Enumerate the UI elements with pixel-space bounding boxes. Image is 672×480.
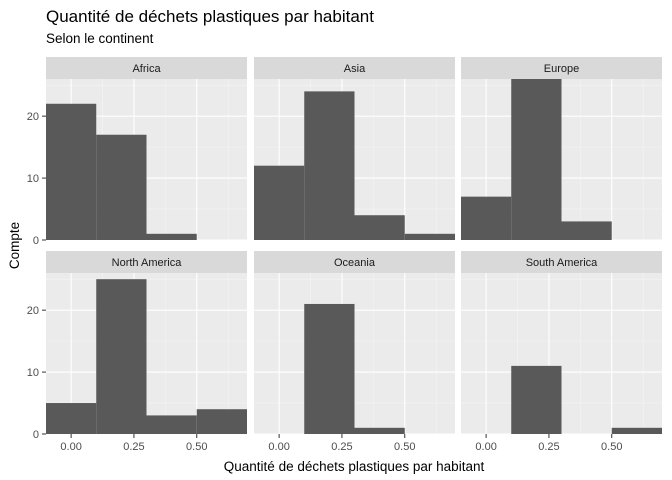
- histogram-bar-oceania: [304, 303, 355, 434]
- histogram-bar-africa: [96, 134, 147, 240]
- histogram-bar-africa: [146, 233, 197, 240]
- x-tick-label: 0.50: [601, 441, 622, 453]
- histogram-bar-south-america: [611, 427, 662, 434]
- histogram-bar-oceania: [354, 427, 405, 434]
- x-axis-title: Quantité de déchets plastiques par habit…: [224, 459, 485, 474]
- strip-label-south-america: South America: [526, 257, 598, 269]
- strip-label-africa: Africa: [132, 63, 161, 75]
- chart-title: Quantité de déchets plastiques par habit…: [46, 7, 374, 26]
- y-tick-label: 0: [33, 235, 39, 247]
- y-tick-label: 20: [27, 111, 39, 123]
- histogram-bar-north-america: [196, 409, 247, 434]
- y-tick-label: 10: [27, 367, 39, 379]
- strip-label-europe: Europe: [544, 63, 579, 75]
- histogram-bar-north-america: [96, 279, 147, 434]
- chart-subtitle: Selon le continent: [46, 31, 154, 46]
- y-tick-label: 10: [27, 173, 39, 185]
- y-tick-label: 0: [33, 429, 39, 441]
- histogram-bar-asia: [354, 215, 405, 240]
- strip-africa: [46, 57, 247, 79]
- histogram-bar-south-america: [511, 365, 562, 434]
- histogram-bar-europe: [561, 221, 612, 240]
- histogram-bar-europe: [461, 196, 512, 240]
- x-tick-label: 0.00: [475, 441, 496, 453]
- x-tick-label: 0.25: [538, 441, 559, 453]
- x-tick-label: 0.25: [331, 441, 352, 453]
- strip-north-america: [46, 251, 247, 273]
- histogram-bar-asia: [254, 165, 305, 240]
- strip-asia: [254, 57, 455, 79]
- histogram-bar-north-america: [146, 415, 197, 434]
- x-tick-label: 0.00: [60, 441, 81, 453]
- strip-label-oceania: Oceania: [334, 257, 376, 269]
- y-tick-label: 20: [27, 305, 39, 317]
- y-axis-title: Compte: [7, 222, 22, 269]
- histogram-bar-north-america: [46, 403, 97, 434]
- histogram-bar-asia: [404, 233, 455, 240]
- strip-europe: [461, 57, 662, 79]
- histogram-bar-europe: [511, 79, 562, 240]
- histogram-bar-africa: [46, 103, 97, 241]
- x-tick-label: 0.50: [394, 441, 415, 453]
- strip-label-north-america: North America: [112, 257, 183, 269]
- strip-south-america: [461, 251, 662, 273]
- x-tick-label: 0.00: [268, 441, 289, 453]
- x-tick-label: 0.25: [123, 441, 144, 453]
- histogram-bar-asia: [304, 91, 355, 240]
- strip-label-asia: Asia: [344, 63, 366, 75]
- x-tick-label: 0.50: [186, 441, 207, 453]
- strip-oceania: [254, 251, 455, 273]
